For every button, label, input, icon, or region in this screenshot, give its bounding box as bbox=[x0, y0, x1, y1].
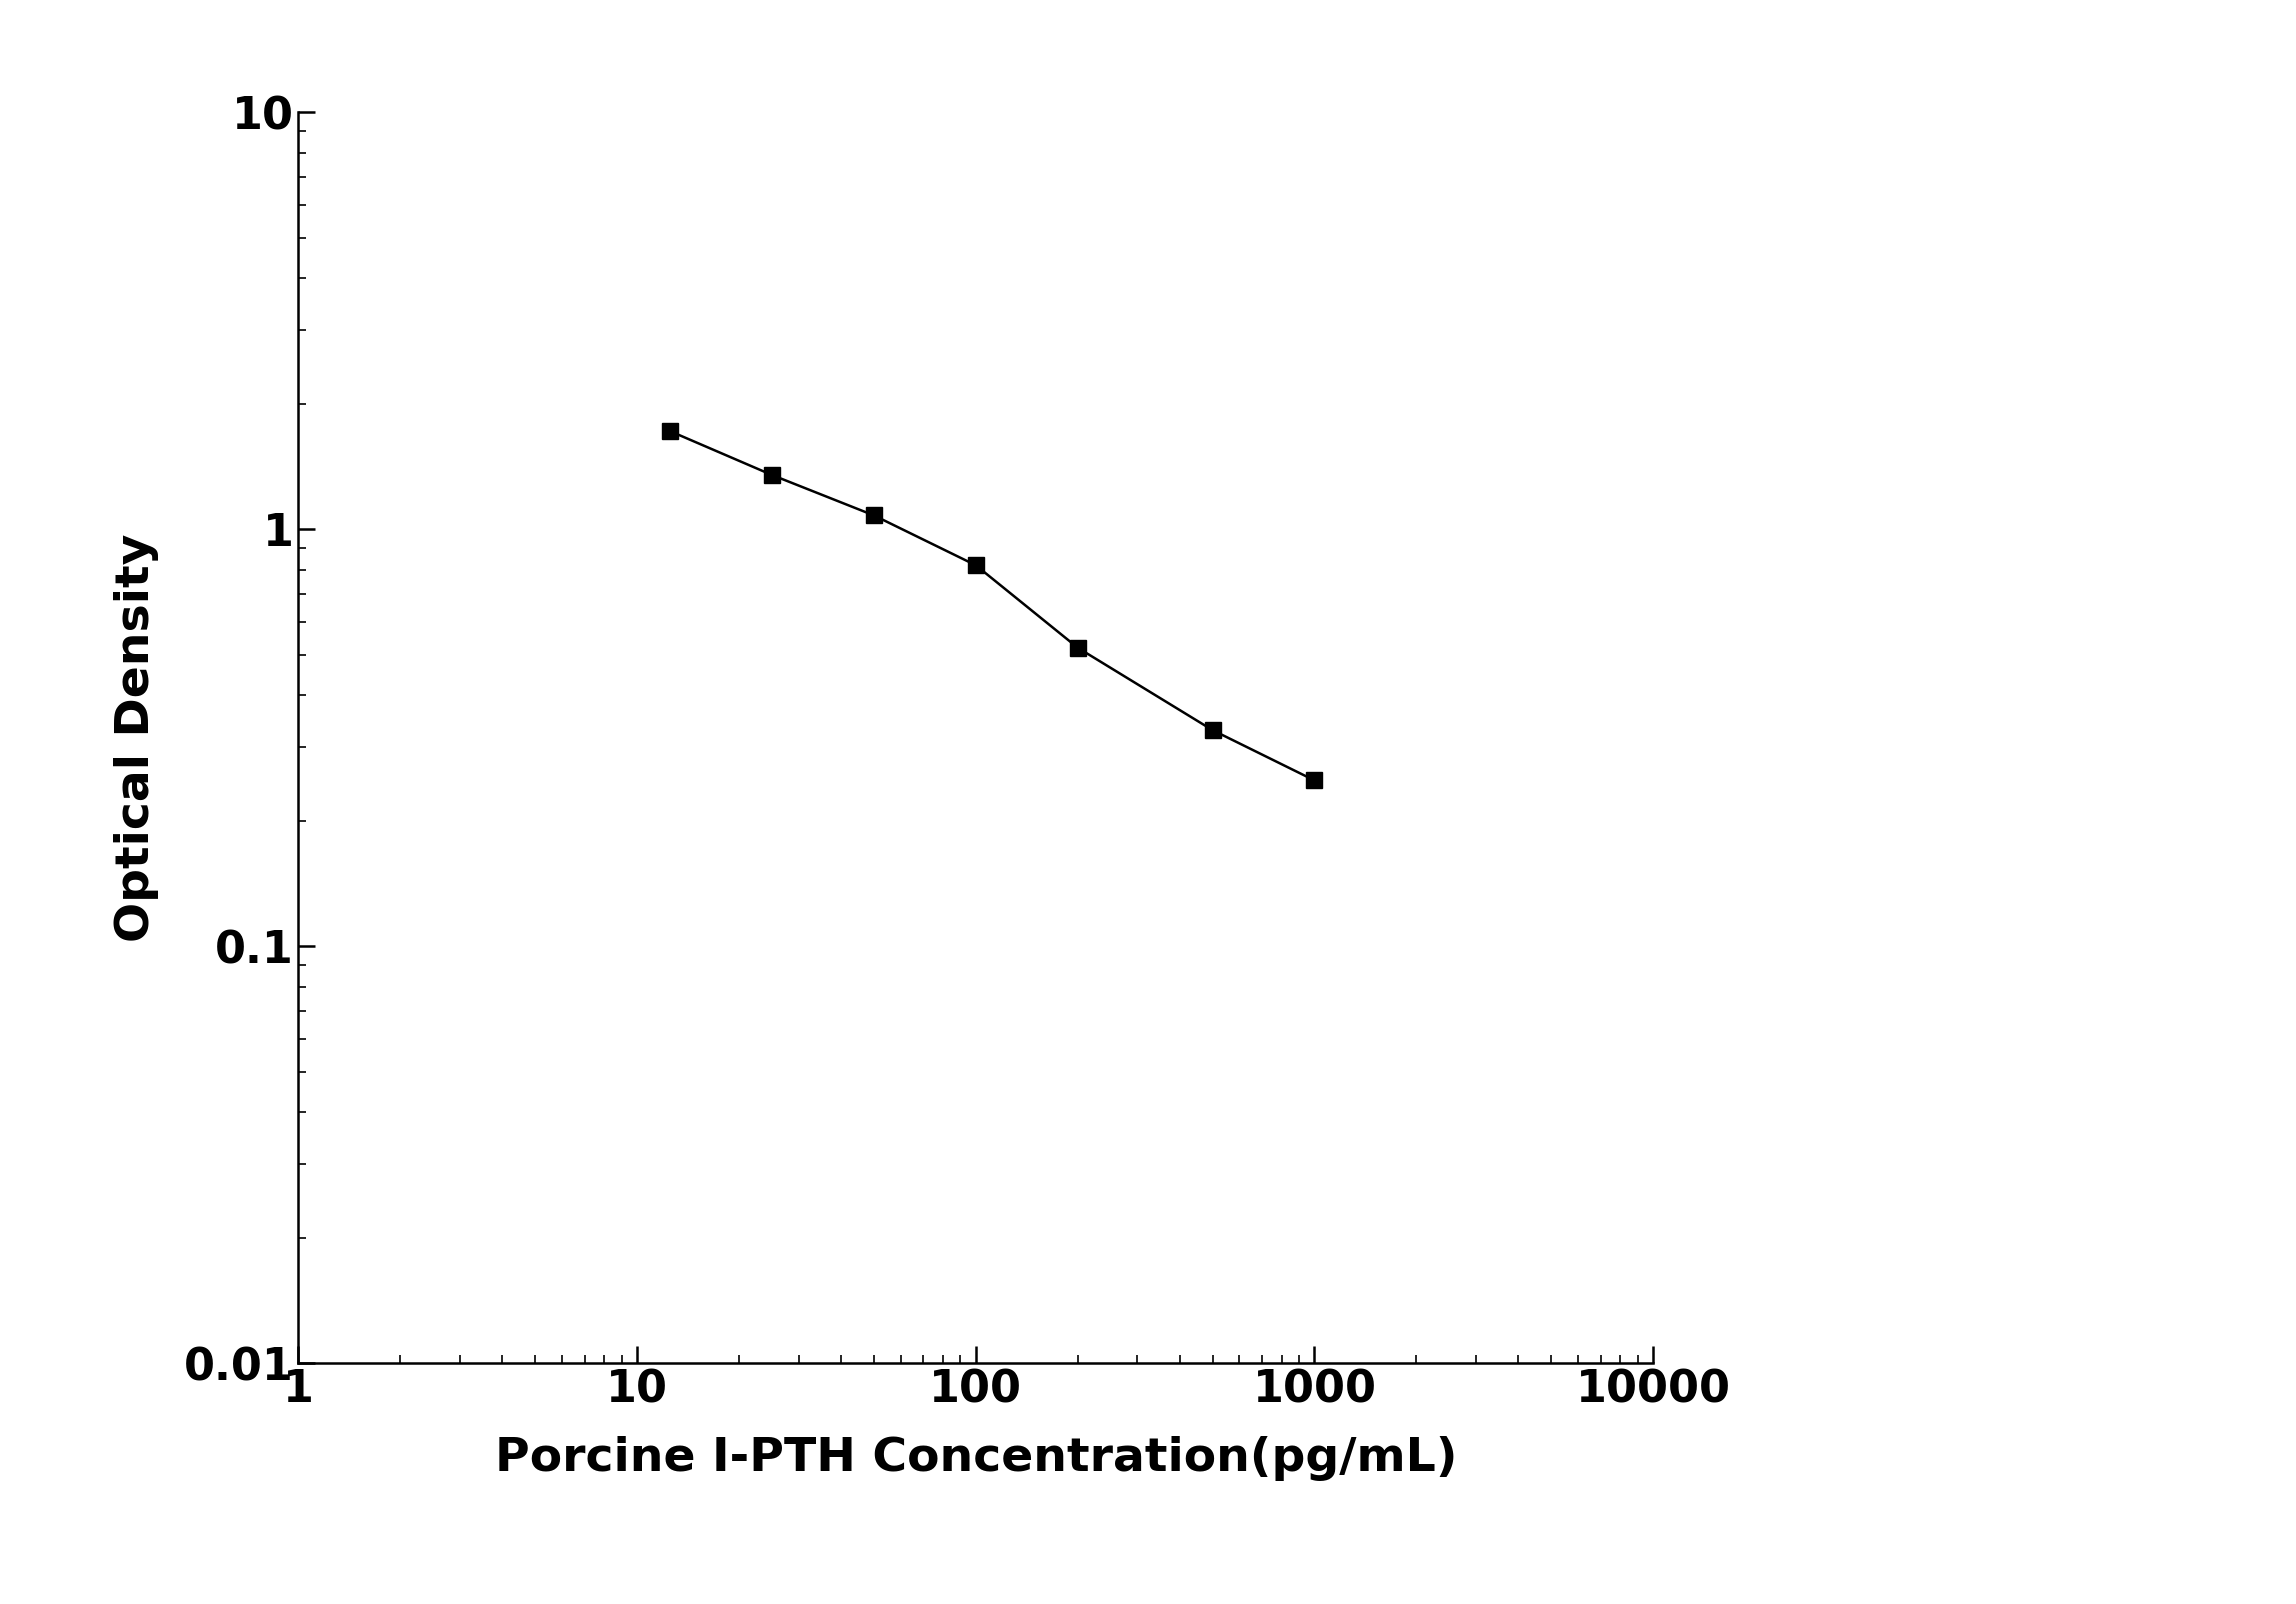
Y-axis label: Optical Density: Optical Density bbox=[115, 534, 158, 942]
X-axis label: Porcine I-PTH Concentration(pg/mL): Porcine I-PTH Concentration(pg/mL) bbox=[494, 1436, 1458, 1480]
